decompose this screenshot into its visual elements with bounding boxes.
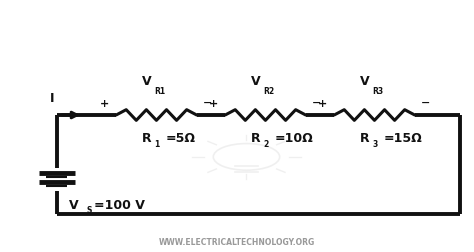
Text: =10Ω: =10Ω: [275, 132, 314, 145]
Text: V: V: [251, 75, 261, 88]
Text: R: R: [142, 132, 152, 145]
Text: −: −: [202, 98, 212, 107]
Text: V: V: [69, 199, 78, 212]
Text: R1: R1: [154, 87, 165, 96]
Text: R: R: [251, 132, 261, 145]
Text: WWW.ELECTRICALTECHNOLOGY.ORG: WWW.ELECTRICALTECHNOLOGY.ORG: [159, 238, 315, 247]
Text: +: +: [100, 99, 109, 109]
Text: R3: R3: [372, 87, 383, 96]
Text: =5Ω: =5Ω: [166, 132, 196, 145]
Text: −: −: [420, 98, 430, 107]
Text: 2: 2: [263, 140, 268, 149]
Text: V: V: [142, 75, 152, 88]
Text: V: V: [360, 75, 370, 88]
Text: =100 V: =100 V: [94, 199, 145, 212]
Text: Voltage Divider Rule (VDR) - Solved Examples: Voltage Divider Rule (VDR) - Solved Exam…: [12, 22, 462, 40]
Text: 3: 3: [372, 140, 377, 149]
Text: R: R: [360, 132, 370, 145]
Text: S: S: [86, 206, 91, 215]
Text: +: +: [318, 99, 327, 109]
Text: +: +: [209, 99, 218, 109]
Text: =15Ω: =15Ω: [384, 132, 423, 145]
Text: 1: 1: [154, 140, 159, 149]
Text: −: −: [311, 98, 321, 107]
Text: I: I: [50, 92, 55, 106]
Text: R2: R2: [263, 87, 274, 96]
